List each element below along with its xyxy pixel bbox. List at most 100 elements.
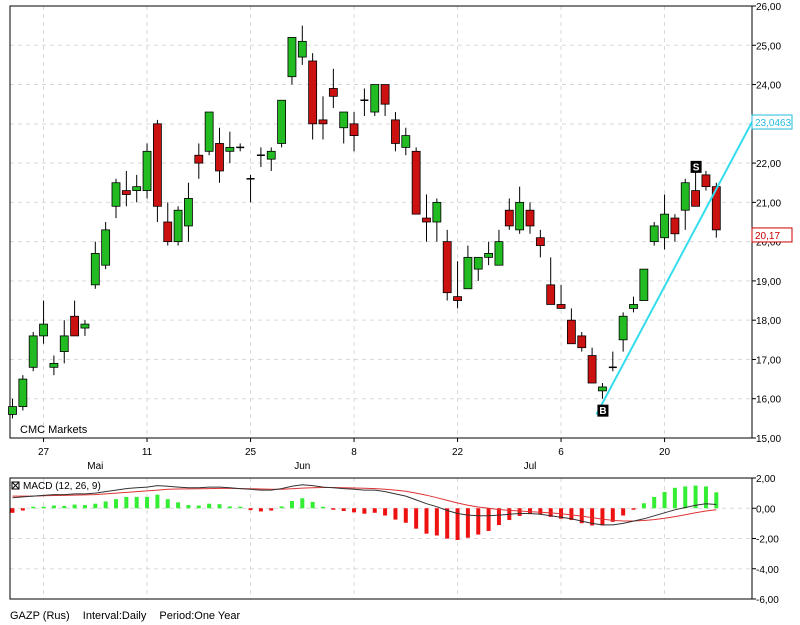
date-x-axis: 27 11 25 8 22 6 20 Mai Jun Jul <box>38 438 671 472</box>
candle-body-up <box>660 213 669 239</box>
marker-b: B <box>597 404 609 417</box>
macd-hist-bar-pos <box>683 486 688 509</box>
candle-body-down <box>121 190 131 195</box>
x-tick-label: 11 <box>142 447 153 458</box>
candle <box>535 229 545 258</box>
candle <box>484 241 494 266</box>
candle-body-up <box>297 40 307 58</box>
candle-body-down <box>391 119 400 144</box>
y-tick-label: 18,00 <box>756 316 781 327</box>
candle <box>453 261 462 309</box>
candle-body-up <box>484 253 494 258</box>
macd-hist-bar-pos <box>186 505 191 509</box>
macd-hist-bar-neg <box>331 508 336 510</box>
candle <box>618 312 628 352</box>
macd-hist-bar-pos <box>238 506 243 509</box>
candle <box>142 143 152 199</box>
y-tick-label: 17,00 <box>756 355 781 366</box>
y-tick-label: 20,00 <box>756 238 781 249</box>
macd-signal-line <box>12 487 717 522</box>
candle-body-down <box>380 84 390 105</box>
macd-hist-bar-pos <box>155 494 160 509</box>
candle <box>39 300 48 344</box>
macd-hist-bar-pos <box>93 503 98 509</box>
candle-body-down <box>504 209 514 227</box>
candle-body-down <box>711 186 721 231</box>
candle <box>194 143 204 179</box>
candle <box>567 308 576 345</box>
candle-body-up <box>401 135 411 148</box>
candle-body-up <box>18 378 28 407</box>
x-tick-label: 6 <box>558 447 564 458</box>
marker-text: B <box>599 406 606 417</box>
candle-body-up <box>287 37 297 78</box>
candle <box>608 351 617 372</box>
candle-body-up <box>649 225 659 243</box>
candle-body-down <box>152 123 162 207</box>
marker-text: S <box>693 162 700 173</box>
x-tick-label: 20 <box>659 447 671 458</box>
candle-body-down <box>577 335 587 349</box>
candle-body-down <box>670 217 680 235</box>
candle <box>339 111 349 144</box>
macd-y-tick-label: 2,00 <box>756 474 776 485</box>
macd-y-tick-label: -6,00 <box>756 595 779 606</box>
price-label-text: 20,17 <box>755 231 780 242</box>
candle-body-up <box>184 198 193 227</box>
y-tick-label: 25,00 <box>756 41 781 52</box>
macd-hist-bar-neg <box>393 508 398 520</box>
candle <box>463 245 473 290</box>
candle-body-down <box>546 284 556 305</box>
macd-hist-bar-pos <box>672 487 677 509</box>
y-tick-label: 24,00 <box>756 81 781 92</box>
candle <box>308 53 318 140</box>
candle <box>256 147 265 168</box>
macd-legend-label: MACD (12, 26, 9) <box>23 481 101 492</box>
footer-period: Period:One Year <box>159 610 241 622</box>
y-tick-label: 21,00 <box>756 198 781 209</box>
macd-hist-bar-neg <box>248 508 253 511</box>
x-tick-label: 22 <box>452 447 464 458</box>
price-label: 23,0463 <box>751 114 793 130</box>
candle <box>691 170 700 207</box>
candle-body-down <box>442 241 452 294</box>
candle <box>525 202 535 234</box>
price-label-box <box>751 227 793 243</box>
candle-body-up <box>225 146 235 152</box>
macd-hist-bar-pos <box>145 496 150 509</box>
candle <box>670 214 680 242</box>
macd-grid <box>10 478 752 599</box>
candle-body-down <box>411 150 421 215</box>
candle-body-down <box>163 221 173 243</box>
macd-hist-bar-neg <box>538 508 543 515</box>
macd-hist-bar-neg <box>445 508 450 539</box>
candle <box>297 25 307 65</box>
macd-hist-bar-pos <box>124 496 129 509</box>
candle-body-up <box>8 406 17 415</box>
candle-body-up <box>494 241 504 266</box>
candle <box>277 99 287 148</box>
candle <box>556 284 566 309</box>
candle <box>494 229 504 266</box>
macd-hist-bar-neg <box>590 508 595 526</box>
candle-body-up <box>339 111 349 129</box>
candle-body-up <box>639 268 649 301</box>
candle <box>111 178 121 219</box>
candle-body-up <box>463 256 473 290</box>
month-label: Jul <box>524 461 537 472</box>
macd-hist-bar-pos <box>279 506 284 509</box>
macd-hist-bar-neg <box>517 508 522 516</box>
macd-hist-bar-pos <box>82 505 87 509</box>
candle-body-up <box>101 229 111 266</box>
candle-body-down <box>70 315 79 337</box>
candle-body-down <box>328 88 338 97</box>
candle <box>318 96 328 140</box>
candle <box>173 206 183 246</box>
candle-body-up <box>142 150 152 191</box>
candle <box>473 256 483 281</box>
candle-body-up <box>204 111 214 152</box>
candle <box>515 186 525 234</box>
candle <box>587 347 597 384</box>
watermark-label: CMC Markets <box>20 424 88 436</box>
candle <box>246 174 255 203</box>
